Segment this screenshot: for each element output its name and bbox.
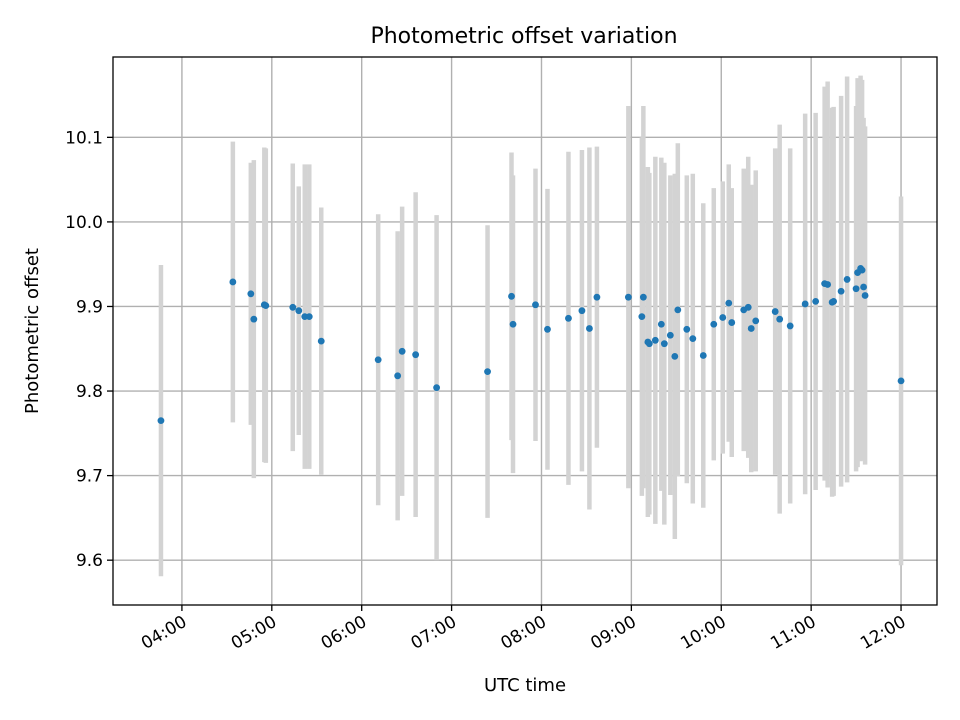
y-tick-label: 9.8 <box>76 382 103 402</box>
data-point <box>719 314 727 321</box>
data-point <box>812 298 820 305</box>
data-point <box>229 278 237 286</box>
data-point <box>710 320 718 328</box>
x-tick-label: 11:00 <box>767 612 819 654</box>
data-point <box>858 266 866 274</box>
data-point <box>374 356 382 364</box>
data-point <box>565 314 572 322</box>
data-point <box>657 320 665 328</box>
x-tick-label: 12:00 <box>857 612 909 654</box>
x-tick-label: 04:00 <box>138 612 190 654</box>
data-point <box>157 417 165 425</box>
data-point <box>433 384 441 392</box>
data-point <box>689 335 697 343</box>
data-point <box>861 292 869 299</box>
data-point <box>638 313 646 321</box>
data-point <box>744 303 752 311</box>
data-point <box>683 325 691 333</box>
y-tick-label: 9.9 <box>76 297 103 317</box>
data-point <box>247 290 255 298</box>
data-point <box>398 347 406 355</box>
y-tick-label: 10.0 <box>65 213 103 233</box>
x-tick-label: 06:00 <box>318 612 370 654</box>
data-point <box>801 300 809 308</box>
data-point <box>860 283 867 291</box>
data-point <box>728 319 736 326</box>
data-point <box>752 317 760 325</box>
x-tick-label: 07:00 <box>408 612 460 654</box>
data-point <box>666 331 674 339</box>
data-point <box>509 320 517 328</box>
data-point <box>295 307 303 315</box>
x-tick-label: 05:00 <box>228 612 280 654</box>
data-point <box>412 351 420 359</box>
data-point <box>852 285 860 293</box>
data-point <box>771 308 779 315</box>
data-point <box>776 315 784 323</box>
data-point <box>645 340 653 348</box>
data-point <box>725 299 733 307</box>
data-point <box>593 293 601 301</box>
data-point <box>624 293 632 301</box>
data-point <box>532 301 539 309</box>
data-point <box>699 352 707 359</box>
data-point <box>317 337 325 345</box>
x-tick-label: 10:00 <box>677 612 729 654</box>
data-point <box>262 302 270 310</box>
data-point <box>639 293 647 301</box>
data-point <box>671 352 679 360</box>
data-point <box>824 281 832 288</box>
data-point <box>305 313 313 321</box>
data-point <box>508 292 515 300</box>
data-point <box>747 325 755 332</box>
chart-title: Photometric offset variation <box>370 24 677 49</box>
data-point <box>843 276 851 283</box>
x-tick-label: 08:00 <box>498 612 550 654</box>
data-point <box>830 298 838 305</box>
data-point <box>651 336 659 344</box>
x-tick-label: 09:00 <box>587 612 639 654</box>
data-point <box>660 340 668 348</box>
y-tick-label: 9.6 <box>76 551 103 571</box>
data-point <box>544 325 551 333</box>
data-point <box>786 322 794 330</box>
y-tick-label: 9.7 <box>76 467 103 487</box>
data-point <box>289 303 297 311</box>
plot-frame <box>112 56 938 606</box>
data-points <box>157 265 905 425</box>
x-axis-ticks: 04:00 05:00 06:00 07:00 08:00 09:00 10:00 11:00… <box>138 605 910 654</box>
y-tick-label: 10.1 <box>65 128 103 148</box>
data-point <box>394 372 402 380</box>
data-point <box>484 368 491 375</box>
data-point <box>897 377 905 385</box>
data-point <box>674 306 682 314</box>
y-axis-label: Photometric offset <box>22 248 43 414</box>
data-point <box>578 307 586 315</box>
data-point <box>250 315 258 323</box>
y-axis-ticks: 9.6 9.7 9.8 9.9 10.0 10.1 <box>65 128 113 571</box>
data-point <box>837 287 845 295</box>
data-point <box>586 325 593 332</box>
x-axis-label: UTC time <box>484 675 566 696</box>
